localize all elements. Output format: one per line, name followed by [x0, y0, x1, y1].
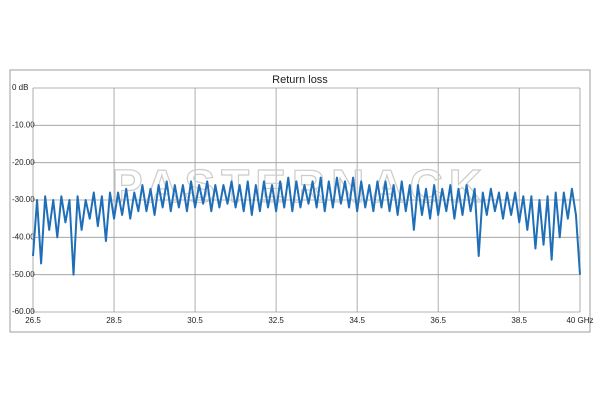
x-tick-label: 32.5 [268, 316, 284, 325]
y-tick-label: -60.00 [12, 307, 35, 316]
x-tick-label: 38.5 [511, 316, 527, 325]
x-tick-label: 34.5 [349, 316, 365, 325]
y-tick-label: -20.00 [12, 158, 35, 167]
x-tick-label: 36.5 [430, 316, 446, 325]
chart-title: Return loss [272, 74, 328, 86]
x-tick-label: 40 GHz [566, 316, 593, 325]
y-tick-label: -50.00 [12, 270, 35, 279]
data-line [32, 176, 581, 276]
x-tick-label: 26.5 [25, 316, 41, 325]
x-tick-label: 28.5 [106, 316, 122, 325]
y-tick-label: -10.00 [12, 120, 35, 129]
x-tick-label: 30.5 [187, 316, 203, 325]
y-tick-label: 0 dB [12, 83, 28, 92]
y-tick-label: -30.00 [12, 195, 35, 204]
y-tick-label: -40.00 [12, 232, 35, 241]
